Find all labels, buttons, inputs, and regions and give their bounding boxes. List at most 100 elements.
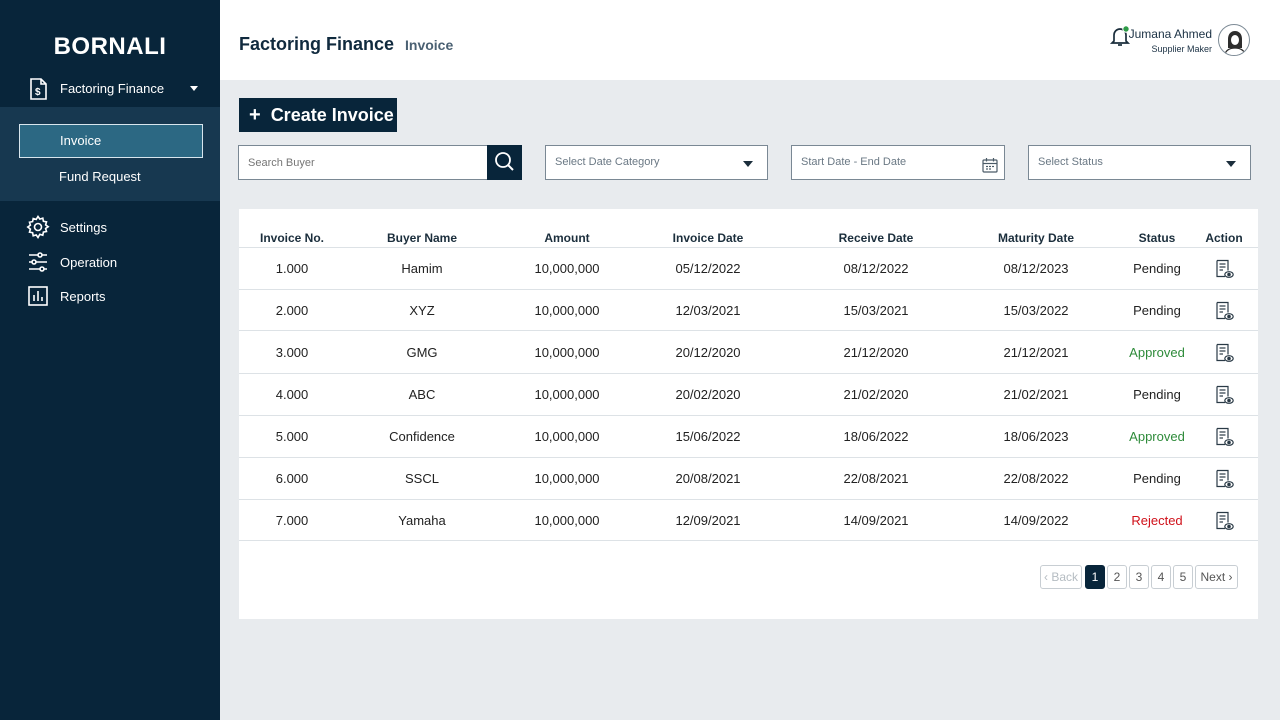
- cell-amount: 10,000,000: [534, 345, 600, 360]
- document-dollar-icon: $: [26, 77, 50, 101]
- status-badge: Rejected: [1131, 513, 1183, 528]
- cell-amount: 10,000,000: [534, 387, 600, 402]
- calendar-icon[interactable]: [982, 154, 998, 173]
- table-row: 6.000 SSCL 10,000,000 20/08/2021 22/08/2021 2…: [239, 457, 1258, 499]
- sidebar-item-label: Settings: [60, 220, 107, 235]
- cell-receive-date: 08/12/2022: [843, 261, 909, 276]
- sidebar-item-factoring-finance[interactable]: $ Factoring Finance: [0, 72, 220, 106]
- pagination-next-button[interactable]: Next ›: [1195, 565, 1238, 589]
- pagination-page-1[interactable]: 1: [1085, 565, 1105, 589]
- cell-buyer-name: Confidence: [389, 429, 455, 444]
- pagination-back-label: Back: [1051, 570, 1079, 584]
- date-range-picker[interactable]: Start Date - End Date: [791, 145, 1005, 180]
- cell-receive-date: 21/02/2020: [843, 387, 909, 402]
- cell-receive-date: 21/12/2020: [843, 345, 909, 360]
- sidebar: BORNALI $ Factoring Finance Invoice Fund…: [0, 0, 220, 720]
- view-document-icon[interactable]: [1214, 427, 1234, 447]
- cell-invoice-date: 15/06/2022: [675, 429, 741, 444]
- sidebar-item-label: Factoring Finance: [60, 81, 165, 96]
- cell-invoice-date: 12/09/2021: [675, 513, 741, 528]
- column-header-invoice-no: Invoice No.: [259, 231, 325, 245]
- view-document-icon[interactable]: [1214, 343, 1234, 363]
- chevron-down-icon: [743, 161, 753, 167]
- cell-receive-date: 18/06/2022: [843, 429, 909, 444]
- view-document-icon[interactable]: [1214, 511, 1234, 531]
- cell-buyer-name: Yamaha: [398, 513, 446, 528]
- cell-invoice-no: 3.000: [275, 345, 309, 360]
- search-button[interactable]: [487, 145, 522, 180]
- sidebar-item-operation[interactable]: Operation: [0, 247, 220, 277]
- cell-maturity-date: 21/02/2021: [1003, 387, 1069, 402]
- status-badge: Approved: [1129, 345, 1185, 360]
- column-header-invoice-date: Invoice Date: [672, 231, 744, 245]
- cell-invoice-no: 5.000: [275, 429, 309, 444]
- cell-amount: 10,000,000: [534, 429, 600, 444]
- cell-amount: 10,000,000: [534, 261, 600, 276]
- search-input[interactable]: [239, 146, 479, 179]
- table-row: 5.000 Confidence 10,000,000 15/06/2022 18/06…: [239, 415, 1258, 457]
- view-document-icon[interactable]: [1214, 301, 1234, 321]
- create-invoice-button[interactable]: + Create Invoice: [239, 98, 397, 132]
- cell-buyer-name: XYZ: [409, 303, 435, 318]
- cell-buyer-name: ABC: [408, 387, 436, 402]
- submenu: Invoice Fund Request: [0, 107, 220, 201]
- cell-maturity-date: 22/08/2022: [1003, 471, 1069, 486]
- chevron-down-icon[interactable]: [190, 86, 198, 91]
- chevron-down-icon: [1226, 161, 1236, 167]
- cell-receive-date: 14/09/2021: [843, 513, 909, 528]
- status-badge: Pending: [1133, 471, 1181, 486]
- breadcrumb[interactable]: Invoice: [405, 37, 454, 53]
- column-header-amount: Amount: [544, 231, 590, 245]
- pagination-page-2[interactable]: 2: [1107, 565, 1127, 589]
- sidebar-item-label: Fund Request: [59, 169, 141, 184]
- avatar[interactable]: [1218, 24, 1250, 56]
- pagination-page-5[interactable]: 5: [1173, 565, 1193, 589]
- status-placeholder: Select Status: [1038, 156, 1103, 168]
- pagination-page-4[interactable]: 4: [1151, 565, 1171, 589]
- view-document-icon[interactable]: [1214, 385, 1234, 405]
- cell-invoice-date: 20/08/2021: [675, 471, 741, 486]
- cell-buyer-name: GMG: [406, 345, 438, 360]
- user-name: Jumana Ahmed: [1128, 27, 1212, 41]
- pagination-next-label: Next: [1200, 570, 1226, 584]
- status-badge: Pending: [1133, 303, 1181, 318]
- sidebar-item-settings[interactable]: Settings: [0, 212, 220, 242]
- date-range-placeholder: Start Date - End Date: [801, 156, 907, 168]
- column-header-maturity-date: Maturity Date: [997, 231, 1075, 245]
- table-row: 2.000 XYZ 10,000,000 12/03/2021 15/03/2021 15…: [239, 289, 1258, 330]
- cell-maturity-date: 21/12/2021: [1003, 345, 1069, 360]
- sidebar-item-fund-request[interactable]: Fund Request: [19, 161, 203, 195]
- sidebar-item-reports[interactable]: Reports: [0, 281, 220, 311]
- bell-icon[interactable]: [1108, 24, 1132, 48]
- view-document-icon[interactable]: [1214, 469, 1234, 489]
- page-title: Factoring Finance: [239, 34, 395, 54]
- user-role: Supplier Maker: [1151, 44, 1212, 54]
- invoice-table: Invoice No. Buyer Name Amount Invoice Da…: [239, 209, 1258, 619]
- search-field: [238, 145, 488, 180]
- view-document-icon[interactable]: [1214, 259, 1234, 279]
- cell-invoice-no: 4.000: [275, 387, 309, 402]
- cell-receive-date: 22/08/2021: [843, 471, 909, 486]
- column-header-status: Status: [1138, 231, 1176, 245]
- pagination-back-button[interactable]: ‹ Back: [1040, 565, 1082, 589]
- search-icon: [495, 152, 514, 171]
- cell-maturity-date: 14/09/2022: [1003, 513, 1069, 528]
- column-header-buyer-name: Buyer Name: [386, 231, 458, 245]
- cell-invoice-no: 6.000: [275, 471, 309, 486]
- status-badge: Approved: [1129, 429, 1185, 444]
- status-select[interactable]: Select Status: [1028, 145, 1251, 180]
- table-row: 4.000 ABC 10,000,000 20/02/2020 21/02/2020 21…: [239, 373, 1258, 415]
- sidebar-item-invoice[interactable]: Invoice: [19, 124, 203, 158]
- sidebar-item-label: Invoice: [60, 133, 102, 148]
- pagination-page-3[interactable]: 3: [1129, 565, 1149, 589]
- chevron-right-icon: ›: [1228, 570, 1233, 584]
- date-category-select[interactable]: Select Date Category: [545, 145, 768, 180]
- brand-logo: BORNALI: [53, 33, 167, 60]
- cell-maturity-date: 15/03/2022: [1003, 303, 1069, 318]
- column-header-action: Action: [1205, 231, 1243, 245]
- create-invoice-label: Create Invoice: [270, 104, 394, 125]
- table-row: 3.000 GMG 10,000,000 20/12/2020 21/12/2020 21…: [239, 330, 1258, 373]
- top-header: Factoring Finance Invoice Jumana Ahmed S…: [220, 0, 1280, 80]
- cell-amount: 10,000,000: [534, 513, 600, 528]
- cell-invoice-no: 2.000: [275, 303, 309, 318]
